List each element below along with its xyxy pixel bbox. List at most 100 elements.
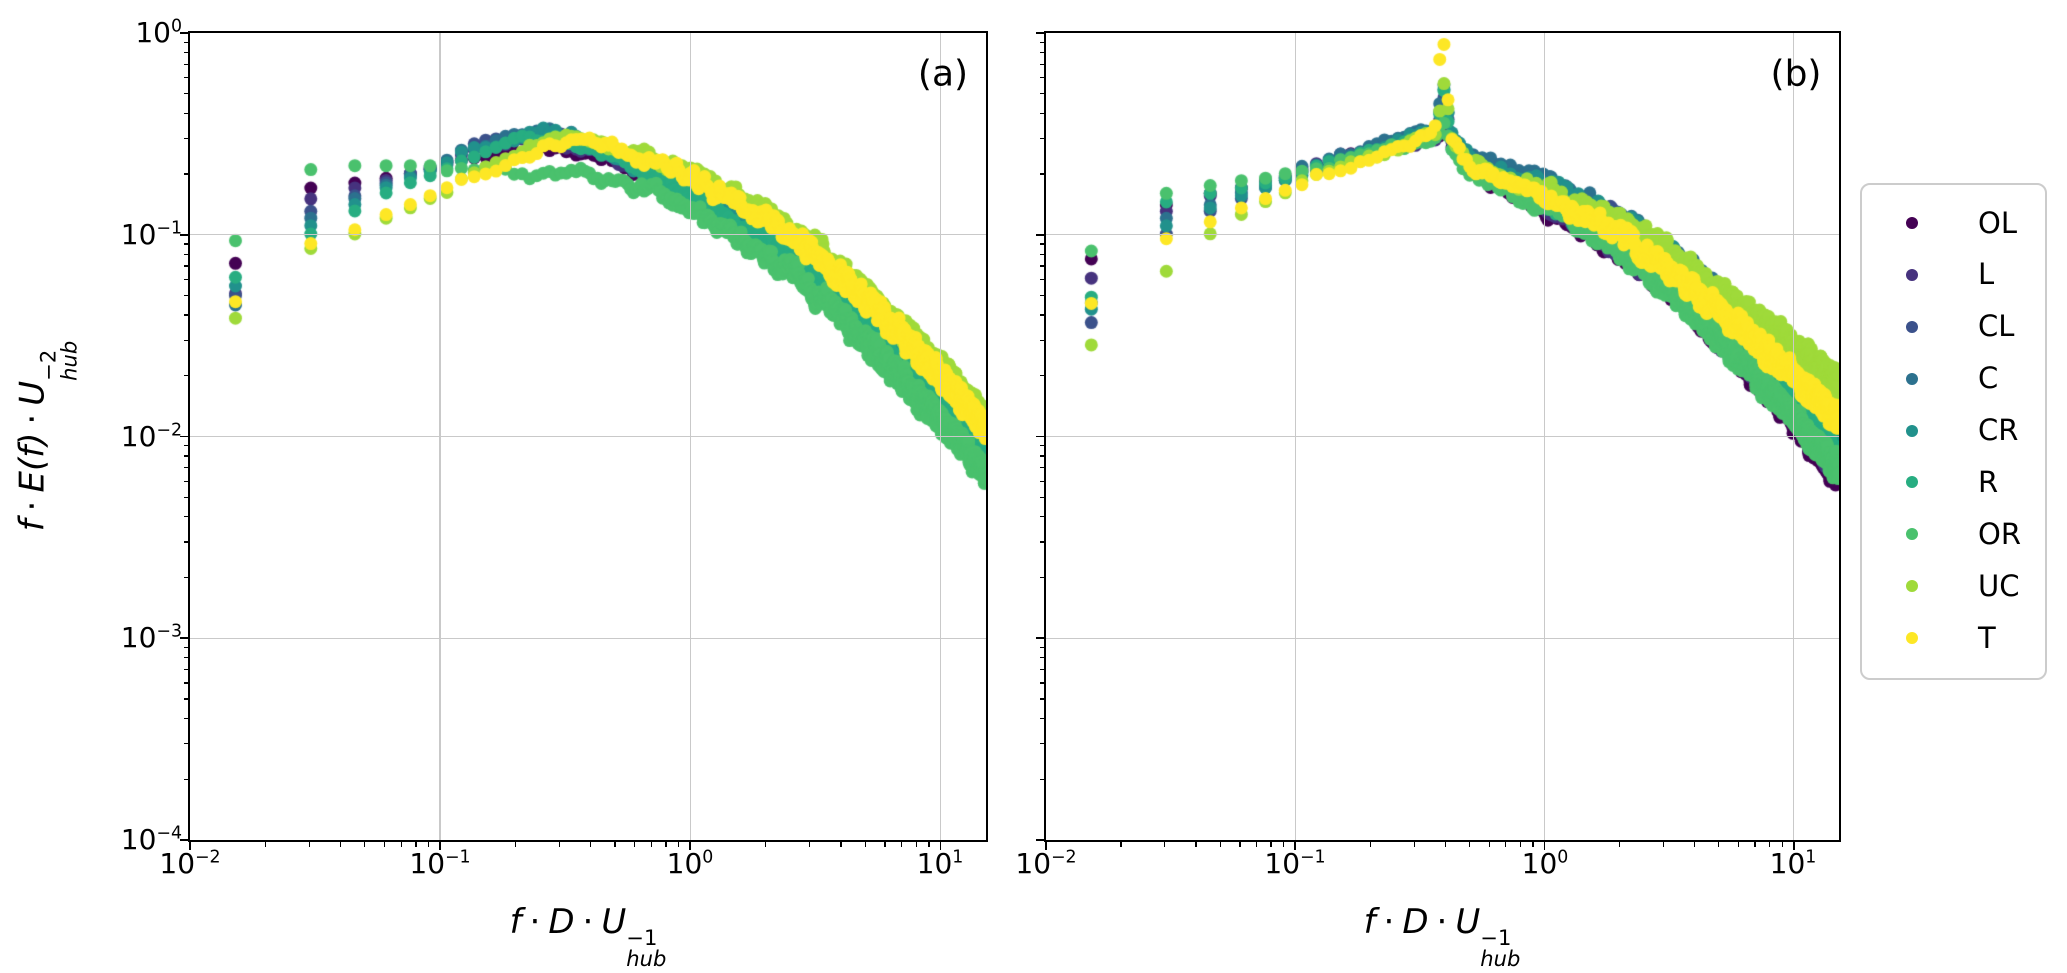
legend-entry-OL: OL [1862,203,2045,243]
tick-mark [1039,51,1044,54]
tick-mark [183,243,188,245]
ylabel-Ef: E(f) [12,432,53,493]
tick-mark [1039,467,1044,469]
legend: OL L CL C CR R OR UC T [1860,183,2047,680]
tick-mark [665,842,667,847]
legend-entry-CL: CL [1862,307,2045,347]
ylabel-sub: hub [56,340,82,381]
tick-mark [183,682,188,684]
tick-mark [183,467,188,469]
tick-mark [308,842,310,847]
panel-a-letter: (a) [917,53,969,95]
tick-mark [364,842,366,847]
legend-entry-CR: CR [1862,411,2045,451]
legend-marker-T [1906,632,1918,644]
tick-mark [183,253,188,255]
gridline [190,637,986,639]
gridline [190,435,986,438]
legend-entry-C: C [1862,359,2045,399]
tick-mark [558,842,561,847]
y-tick-1e-3: 10−3 [120,621,182,654]
tick-mark [1505,842,1507,847]
tick-mark [840,842,842,847]
tick-mark [1256,842,1258,847]
legend-label-R: R [1978,464,1999,499]
tick-mark [180,435,188,438]
tick-mark [1270,842,1272,847]
tick-mark [183,516,188,518]
tick-mark [439,842,442,850]
xlabel-exponent-stack: −1 hub [1480,924,1521,971]
tick-mark [1195,842,1197,847]
y-tick-1e0: 100 [135,16,182,49]
tick-mark [183,41,188,43]
tick-mark [1519,842,1521,847]
tick-mark [1039,646,1044,649]
ylabel-dot1: ⋅ [12,500,53,512]
tick-mark [1045,842,1047,850]
tick-mark [183,173,188,175]
tick-mark [1036,32,1044,34]
tick-mark [1036,637,1044,640]
tick-mark [183,480,188,482]
tick-mark [183,112,188,114]
tick-mark [1039,278,1044,281]
legend-marker-CR [1906,424,1918,437]
tick-mark [183,265,188,267]
tick-mark [1039,63,1044,65]
legend-marker-UC [1906,580,1918,593]
tick-mark [189,842,191,850]
xb-tick-1e0: 100 [1521,847,1569,880]
legend-marker-C [1906,372,1918,385]
legend-label-T: T [1978,620,1996,655]
tick-mark [183,576,188,579]
xlabel-exponent-stack: −1 hub [626,924,667,971]
tick-mark [1039,516,1044,518]
tick-mark [183,77,188,79]
tick-mark [1039,112,1044,114]
tick-mark [183,278,188,281]
tick-mark [183,375,188,377]
tick-mark [180,637,188,640]
legend-entry-OR: OR [1862,514,2045,554]
tick-mark [183,63,188,65]
xa-tick-1e1: 101 [916,847,964,880]
tick-mark [183,646,188,649]
tick-mark [1294,842,1297,850]
tick-mark [415,842,417,847]
xb-tick-1e-2: 10−2 [1015,847,1077,880]
xa-tick-1e0: 100 [666,847,714,880]
tick-mark [1737,842,1739,847]
tick-mark [180,233,188,236]
tick-mark [590,842,592,847]
legend-marker-L [1906,268,1918,281]
tick-mark [183,51,188,54]
gridline [1046,234,1839,236]
tick-mark [1039,77,1044,79]
tick-mark [1532,842,1534,847]
legend-label-L: L [1978,257,1995,292]
tick-mark [183,668,188,671]
gridline [1046,637,1839,639]
gridline [1046,435,1839,438]
tick-mark [1039,496,1044,498]
ylabel-U: U [12,380,53,406]
legend-marker-CL [1906,320,1918,333]
tick-mark [1039,717,1044,720]
legend-marker-OL [1906,217,1918,229]
tick-mark [1039,375,1044,377]
legend-entry-T: T [1862,618,2045,658]
legend-label-OL: OL [1978,205,2017,240]
tick-mark [1219,842,1221,847]
tick-mark [183,339,188,341]
tick-mark [1283,842,1285,847]
tick-mark [1039,455,1044,457]
x-axis-label-b: f ⋅ D ⋅ U −1 hub [1363,902,1521,971]
tick-mark [1543,842,1546,850]
tick-mark [1693,842,1696,847]
tick-mark [183,314,188,316]
tick-mark [1239,842,1241,847]
y-tick-1e-1: 10−1 [120,218,182,251]
legend-label-OR: OR [1978,516,2021,551]
tick-mark [939,842,942,850]
